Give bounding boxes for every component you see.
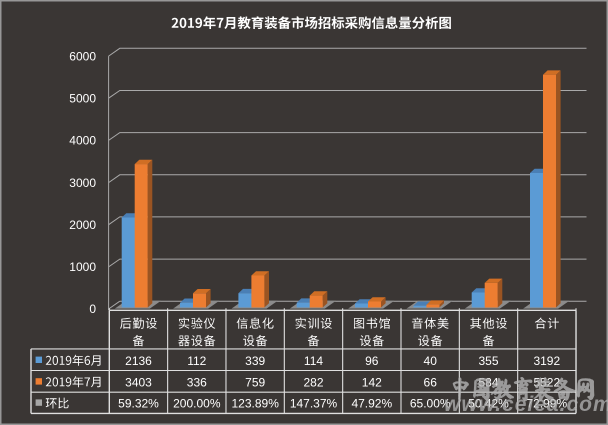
svg-text:72.99%: 72.99% bbox=[526, 397, 567, 411]
svg-text:200.00%: 200.00% bbox=[173, 397, 221, 411]
svg-text:339: 339 bbox=[245, 354, 265, 368]
svg-text:114: 114 bbox=[304, 354, 323, 368]
svg-text:47.92%: 47.92% bbox=[351, 397, 392, 411]
svg-text:3403: 3403 bbox=[125, 375, 152, 389]
svg-text:142: 142 bbox=[362, 375, 382, 389]
svg-text:355: 355 bbox=[478, 354, 498, 368]
svg-text:65.00%: 65.00% bbox=[410, 397, 451, 411]
svg-text:50.42%: 50.42% bbox=[468, 397, 509, 411]
svg-text:4000: 4000 bbox=[69, 134, 96, 148]
svg-text:147.37%: 147.37% bbox=[290, 397, 338, 411]
svg-text:40: 40 bbox=[424, 354, 438, 368]
svg-text:759: 759 bbox=[245, 375, 265, 389]
svg-text:59.32%: 59.32% bbox=[118, 397, 159, 411]
svg-text:3192: 3192 bbox=[533, 354, 560, 368]
svg-text:282: 282 bbox=[303, 375, 323, 389]
svg-text:6000: 6000 bbox=[69, 49, 96, 63]
svg-text:2000: 2000 bbox=[69, 218, 96, 232]
svg-text:1000: 1000 bbox=[69, 260, 96, 274]
svg-text:2136: 2136 bbox=[125, 354, 152, 368]
svg-text:5000: 5000 bbox=[69, 92, 96, 106]
svg-text:336: 336 bbox=[187, 375, 207, 389]
svg-text:0: 0 bbox=[89, 302, 96, 316]
svg-text:66: 66 bbox=[424, 375, 438, 389]
svg-text:112: 112 bbox=[187, 354, 206, 368]
svg-text:www.ceiea.com: www.ceiea.com bbox=[444, 393, 608, 416]
svg-text:96: 96 bbox=[365, 354, 379, 368]
svg-text:123.89%: 123.89% bbox=[232, 397, 280, 411]
svg-text:3000: 3000 bbox=[69, 176, 96, 190]
